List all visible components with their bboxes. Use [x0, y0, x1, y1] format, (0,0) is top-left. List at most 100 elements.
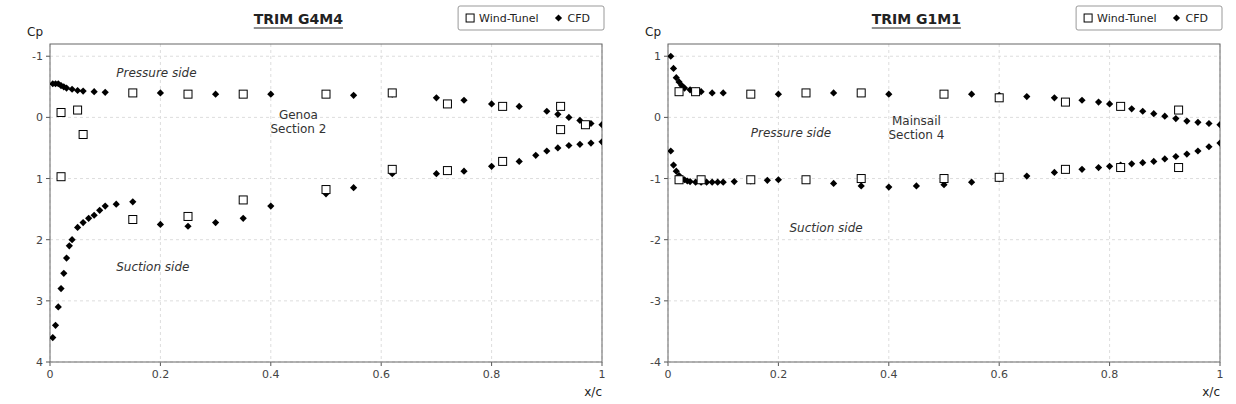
point — [1194, 119, 1201, 126]
point — [267, 91, 274, 98]
point — [129, 198, 136, 205]
point — [1078, 97, 1085, 104]
tick-mark — [46, 178, 50, 179]
point — [598, 121, 602, 128]
tick-mark — [46, 239, 50, 240]
point — [576, 141, 583, 148]
point — [968, 179, 975, 186]
point — [239, 90, 247, 98]
point — [322, 91, 329, 98]
tick-label: 0.2 — [152, 368, 170, 381]
point — [57, 285, 64, 292]
point — [240, 91, 247, 98]
point — [554, 111, 561, 118]
point — [516, 103, 523, 110]
legend-item: CFD — [1173, 12, 1208, 25]
point — [557, 126, 565, 134]
point — [565, 114, 572, 121]
series — [675, 88, 1183, 184]
point — [1117, 102, 1125, 110]
tick-mark — [999, 362, 1000, 366]
point — [212, 219, 219, 226]
point — [1139, 159, 1146, 166]
tick-label: 0 — [36, 111, 43, 124]
point — [239, 196, 247, 204]
point — [113, 201, 120, 208]
point — [720, 179, 727, 186]
point — [91, 212, 98, 219]
point — [1172, 115, 1179, 122]
point — [1216, 121, 1220, 128]
point — [499, 102, 507, 110]
annotation-line: Pressure side — [751, 126, 831, 140]
point — [488, 163, 495, 170]
grid-line — [381, 44, 382, 362]
point — [1175, 164, 1183, 172]
tick-label: 0 — [665, 368, 672, 381]
grid-line — [50, 56, 602, 57]
point — [267, 202, 274, 209]
point — [157, 89, 164, 96]
point — [747, 91, 754, 98]
tick-mark — [46, 362, 50, 363]
point — [1183, 150, 1190, 157]
tick-label: 4 — [36, 356, 43, 369]
y-axis-label: Cp — [27, 25, 43, 39]
grid-line — [668, 117, 1220, 118]
tick-mark — [46, 300, 50, 301]
point — [543, 147, 550, 154]
point — [499, 157, 507, 165]
point — [433, 170, 440, 177]
point — [532, 152, 539, 159]
legend-box — [1076, 6, 1222, 30]
point — [63, 84, 70, 91]
y-axis-label: Cp — [645, 25, 661, 39]
tick-mark — [664, 362, 668, 363]
point — [940, 91, 947, 98]
tick-label: -2 — [650, 234, 661, 247]
grid-line — [50, 239, 602, 240]
point — [322, 90, 330, 98]
point — [885, 184, 892, 191]
point — [50, 334, 56, 341]
point — [1150, 158, 1157, 165]
point — [775, 176, 782, 183]
tick-mark — [46, 56, 50, 57]
panel: 00.20.40.60.81-4-3-2-101MainsailSection … — [645, 6, 1224, 399]
point — [55, 303, 62, 310]
legend-label: Wind-Tunel — [479, 12, 538, 25]
series — [668, 53, 1220, 191]
tick-label: 0.4 — [880, 368, 898, 381]
point — [830, 89, 837, 96]
point — [212, 91, 219, 98]
plot-frame — [668, 44, 1220, 362]
point — [79, 131, 87, 139]
grid-line — [50, 117, 602, 118]
series — [57, 89, 589, 224]
annotation: Pressure side — [751, 126, 831, 140]
tick-mark — [664, 56, 668, 57]
tick-mark — [1109, 362, 1110, 366]
tick-mark — [664, 300, 668, 301]
annotation-line: Mainsail — [892, 114, 941, 128]
point — [858, 89, 865, 96]
point — [96, 207, 103, 214]
point — [802, 176, 809, 183]
point — [747, 176, 755, 184]
tick-label: -1 — [650, 173, 661, 186]
point — [587, 139, 594, 146]
point — [670, 65, 677, 72]
tick-mark — [160, 362, 161, 366]
point — [940, 175, 948, 183]
point — [747, 90, 755, 98]
point — [184, 90, 192, 98]
point — [57, 173, 65, 181]
point — [1023, 93, 1030, 100]
point — [1051, 169, 1058, 176]
point — [68, 86, 75, 93]
annotation: Suction side — [789, 221, 862, 235]
point — [995, 173, 1003, 181]
point — [388, 165, 396, 173]
point — [857, 89, 865, 97]
point — [598, 138, 602, 145]
